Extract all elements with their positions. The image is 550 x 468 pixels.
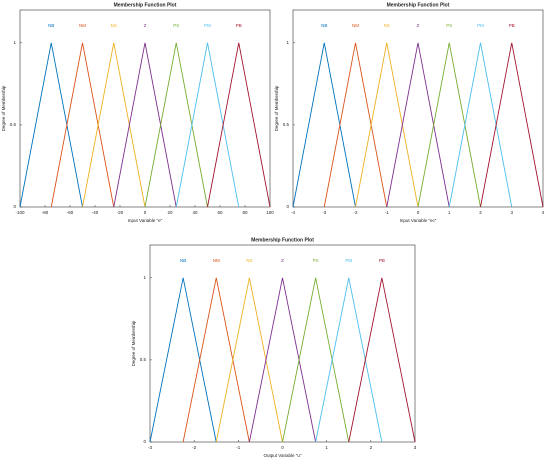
membership-line: [82, 42, 146, 208]
legend-label: PB: [509, 23, 515, 28]
legend-label: NS: [384, 23, 390, 28]
x-tick-label: -100: [15, 210, 25, 215]
x-tick-label: 80: [242, 210, 248, 215]
x-tick-label: -60: [67, 210, 74, 215]
legend-label: NM: [213, 258, 220, 263]
membership-line: [175, 42, 240, 208]
legend-label: NB: [48, 23, 54, 28]
legend-label: PS: [173, 23, 179, 28]
subplot: Membership Function Plot Input Variable "…: [1, 2, 274, 223]
x-tick-label: 3: [510, 210, 513, 215]
membership-line: [292, 42, 356, 208]
x-tick-label: 0: [417, 210, 420, 215]
membership-line: [149, 277, 217, 443]
membership-line: [448, 42, 513, 208]
membership-line: [282, 277, 350, 443]
legend-label: Z: [417, 23, 420, 28]
membership-line: [386, 42, 450, 208]
membership-line: [207, 42, 271, 208]
x-tick-label: 0: [144, 210, 147, 215]
legend-label: Z: [144, 23, 147, 28]
y-axis-label: Degree of Membership: [274, 85, 279, 131]
membership-line: [144, 42, 208, 208]
plot-frame: [19, 9, 271, 208]
membership-line: [323, 42, 388, 208]
y-tick-label: 0.5: [140, 357, 147, 362]
x-axis-label: Output Variable "u": [264, 453, 302, 458]
y-tick-label: 0: [13, 204, 16, 209]
y-tick-label: 1: [143, 275, 146, 280]
legend-label: PS: [313, 258, 319, 263]
subplot: Membership Function Plot Output Variable …: [131, 237, 417, 458]
legend-label: PB: [379, 258, 385, 263]
legend-label: PM: [477, 23, 484, 28]
membership-line: [480, 42, 544, 208]
membership-line: [113, 42, 177, 208]
x-tick-label: 40: [192, 210, 198, 215]
y-tick-label: 0: [286, 204, 289, 209]
legend-label: PM: [204, 23, 211, 28]
membership-line: [19, 42, 83, 208]
x-tick-label: 2: [370, 445, 373, 450]
x-tick-label: -40: [92, 210, 99, 215]
x-tick-label: -4: [291, 210, 295, 215]
legend-label: NS: [246, 258, 252, 263]
membership-line: [215, 277, 283, 443]
membership-line: [315, 277, 383, 443]
x-axis-label: Input Variable "e": [128, 218, 163, 223]
x-tick-label: -20: [117, 210, 124, 215]
legend-label: NM: [352, 23, 359, 28]
legend-label: NB: [321, 23, 327, 28]
chart-title: Membership Function Plot: [387, 2, 450, 8]
legend-label: PM: [345, 258, 352, 263]
x-tick-label: 0: [281, 445, 284, 450]
plot-frame: [149, 244, 416, 443]
y-tick-label: 1: [286, 40, 289, 45]
x-axis-label: Input Variable "ec": [400, 218, 437, 223]
x-tick-label: -1: [236, 445, 240, 450]
x-tick-label: -3: [148, 445, 152, 450]
x-tick-label: -1: [385, 210, 389, 215]
x-tick-label: -3: [322, 210, 326, 215]
x-tick-label: 20: [167, 210, 173, 215]
x-tick-label: 60: [217, 210, 223, 215]
membership-line: [182, 277, 250, 443]
legend-label: PS: [446, 23, 452, 28]
x-tick-label: 100: [266, 210, 274, 215]
chart-title: Membership Function Plot: [114, 2, 177, 8]
membership-line: [248, 277, 317, 443]
membership-line: [417, 42, 481, 208]
x-tick-label: 2: [479, 210, 482, 215]
x-tick-label: 4: [542, 210, 545, 215]
legend-label: Z: [281, 258, 284, 263]
y-axis-label: Degree of Membership: [131, 320, 136, 366]
legend-label: NB: [180, 258, 186, 263]
plot-frame: [292, 9, 544, 208]
y-tick-label: 1: [13, 40, 16, 45]
x-tick-label: -80: [42, 210, 49, 215]
membership-line: [348, 277, 416, 443]
legend-label: NS: [111, 23, 117, 28]
membership-line: [50, 42, 115, 208]
x-tick-label: -2: [192, 445, 196, 450]
chart-title: Membership Function Plot: [251, 237, 314, 243]
y-axis-label: Degree of Membership: [1, 85, 6, 131]
y-tick-label: 0.5: [283, 122, 290, 127]
legend-label: NM: [79, 23, 86, 28]
y-tick-label: 0: [143, 439, 146, 444]
subplot: Membership Function Plot Input Variable "…: [274, 2, 545, 223]
x-tick-label: 3: [414, 445, 417, 450]
x-tick-label: 1: [448, 210, 451, 215]
y-tick-label: 0.5: [10, 122, 17, 127]
x-tick-label: 1: [325, 445, 328, 450]
membership-line: [355, 42, 419, 208]
x-tick-label: -2: [353, 210, 357, 215]
legend-label: PB: [236, 23, 242, 28]
